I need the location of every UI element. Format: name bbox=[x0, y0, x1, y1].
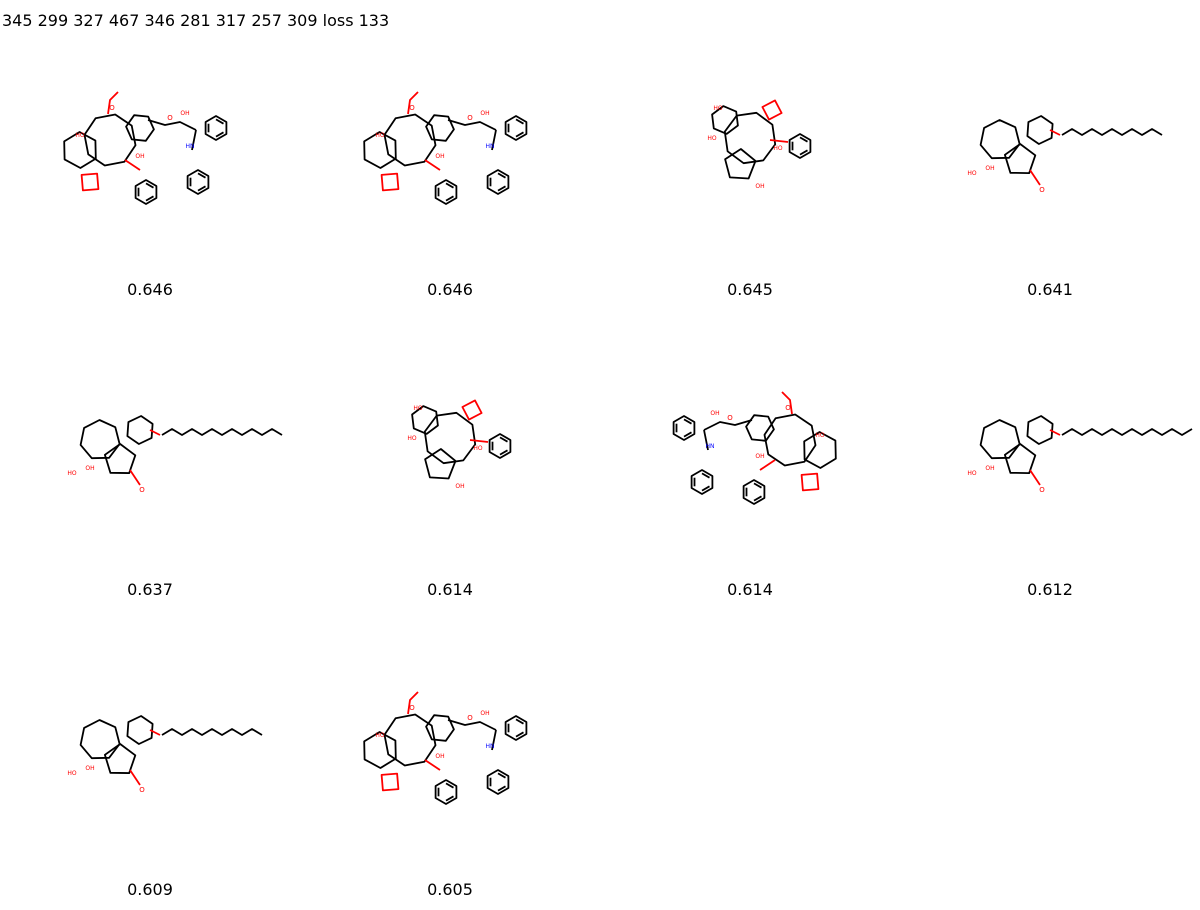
similarity-score: 0.614 bbox=[727, 580, 773, 599]
similarity-score: 0.612 bbox=[1027, 580, 1073, 599]
svg-text:HO: HO bbox=[815, 432, 825, 439]
svg-text:HO: HO bbox=[375, 732, 385, 739]
similarity-score: 0.646 bbox=[127, 280, 173, 299]
svg-text:OH: OH bbox=[85, 765, 94, 772]
molecule-cell: O O OH HN HO OH 0.646 bbox=[0, 10, 300, 310]
svg-text:OH: OH bbox=[180, 110, 189, 117]
svg-text:OH: OH bbox=[455, 483, 464, 490]
svg-text:HO: HO bbox=[75, 132, 85, 139]
molecule-structure: O OH HO bbox=[67, 715, 263, 794]
header-text: 345 299 327 467 346 281 317 257 309 loss… bbox=[2, 11, 390, 30]
molecule-structure: HO HO HO OH bbox=[707, 99, 812, 190]
molecule-structure: O O OH HN HO OH bbox=[672, 391, 837, 505]
svg-text:O: O bbox=[1039, 186, 1045, 194]
svg-text:OH: OH bbox=[480, 110, 489, 117]
svg-text:O: O bbox=[1039, 486, 1045, 494]
molecule-cell: O OH HO 0.609 bbox=[0, 610, 300, 910]
molecule-cell: HO HO HO OH 0.614 bbox=[300, 310, 600, 610]
molecule-structure: O O OH HN HO OH bbox=[63, 91, 228, 205]
svg-text:HO: HO bbox=[413, 405, 423, 412]
svg-text:HO: HO bbox=[67, 770, 77, 777]
svg-text:HN: HN bbox=[186, 143, 195, 150]
molecule-cell: O O OH HN HO OH 0.646 bbox=[300, 10, 600, 310]
svg-text:OH: OH bbox=[985, 465, 994, 472]
svg-text:HO: HO bbox=[967, 170, 977, 177]
svg-text:OH: OH bbox=[135, 153, 144, 160]
similarity-score: 0.614 bbox=[427, 580, 473, 599]
svg-text:HO: HO bbox=[773, 145, 783, 152]
svg-text:OH: OH bbox=[755, 453, 764, 460]
svg-text:O: O bbox=[139, 786, 145, 794]
molecule-structure: O OH HO bbox=[67, 415, 283, 494]
svg-text:O: O bbox=[409, 104, 415, 112]
svg-text:OH: OH bbox=[85, 465, 94, 472]
similarity-score: 0.645 bbox=[727, 280, 773, 299]
svg-text:O: O bbox=[167, 114, 173, 122]
molecule-cell: O O OH HN HO OH 0.605 bbox=[300, 610, 600, 910]
svg-text:O: O bbox=[727, 414, 733, 422]
svg-text:HN: HN bbox=[486, 143, 495, 150]
molecule-cell: O OH HO 0.637 bbox=[0, 310, 300, 610]
similarity-score: 0.637 bbox=[127, 580, 173, 599]
svg-text:OH: OH bbox=[435, 753, 444, 760]
svg-text:HO: HO bbox=[473, 445, 483, 452]
svg-text:O: O bbox=[109, 104, 115, 112]
molecule-structure: HO HO HO OH bbox=[407, 399, 512, 490]
molecule-cell: HO HO HO OH 0.645 bbox=[600, 10, 900, 310]
svg-text:HN: HN bbox=[486, 743, 495, 750]
svg-text:HN: HN bbox=[706, 443, 715, 450]
svg-text:O: O bbox=[785, 404, 791, 412]
molecule-structure: O OH HO bbox=[967, 415, 1193, 494]
svg-text:OH: OH bbox=[435, 153, 444, 160]
svg-text:O: O bbox=[139, 486, 145, 494]
svg-text:HO: HO bbox=[713, 105, 723, 112]
molecule-cell: O O OH HN HO OH 0.614 bbox=[600, 310, 900, 610]
svg-text:OH: OH bbox=[480, 710, 489, 717]
similarity-score: 0.641 bbox=[1027, 280, 1073, 299]
svg-text:HO: HO bbox=[967, 470, 977, 477]
svg-text:HO: HO bbox=[407, 435, 417, 442]
svg-text:HO: HO bbox=[707, 135, 717, 142]
svg-text:O: O bbox=[467, 114, 473, 122]
molecule-structure: O O OH HN HO OH bbox=[363, 691, 528, 805]
similarity-score: 0.605 bbox=[427, 880, 473, 899]
svg-text:O: O bbox=[409, 704, 415, 712]
svg-text:HO: HO bbox=[375, 132, 385, 139]
molecule-structure: O OH HO bbox=[967, 115, 1163, 194]
molecule-structure: O O OH HN HO OH bbox=[363, 91, 528, 205]
similarity-score: 0.646 bbox=[427, 280, 473, 299]
svg-text:OH: OH bbox=[985, 165, 994, 172]
similarity-score: 0.609 bbox=[127, 880, 173, 899]
svg-text:O: O bbox=[467, 714, 473, 722]
molecule-cell: O OH HO 0.612 bbox=[900, 310, 1200, 610]
svg-text:OH: OH bbox=[710, 410, 719, 417]
molecule-cell: O OH HO 0.641 bbox=[900, 10, 1200, 310]
svg-text:OH: OH bbox=[755, 183, 764, 190]
svg-text:HO: HO bbox=[67, 470, 77, 477]
